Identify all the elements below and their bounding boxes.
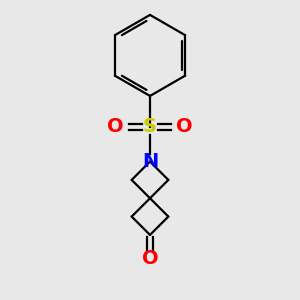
Text: S: S	[143, 117, 157, 136]
Text: N: N	[142, 152, 158, 171]
Text: O: O	[107, 117, 124, 136]
Text: O: O	[142, 249, 158, 268]
Text: O: O	[176, 117, 193, 136]
